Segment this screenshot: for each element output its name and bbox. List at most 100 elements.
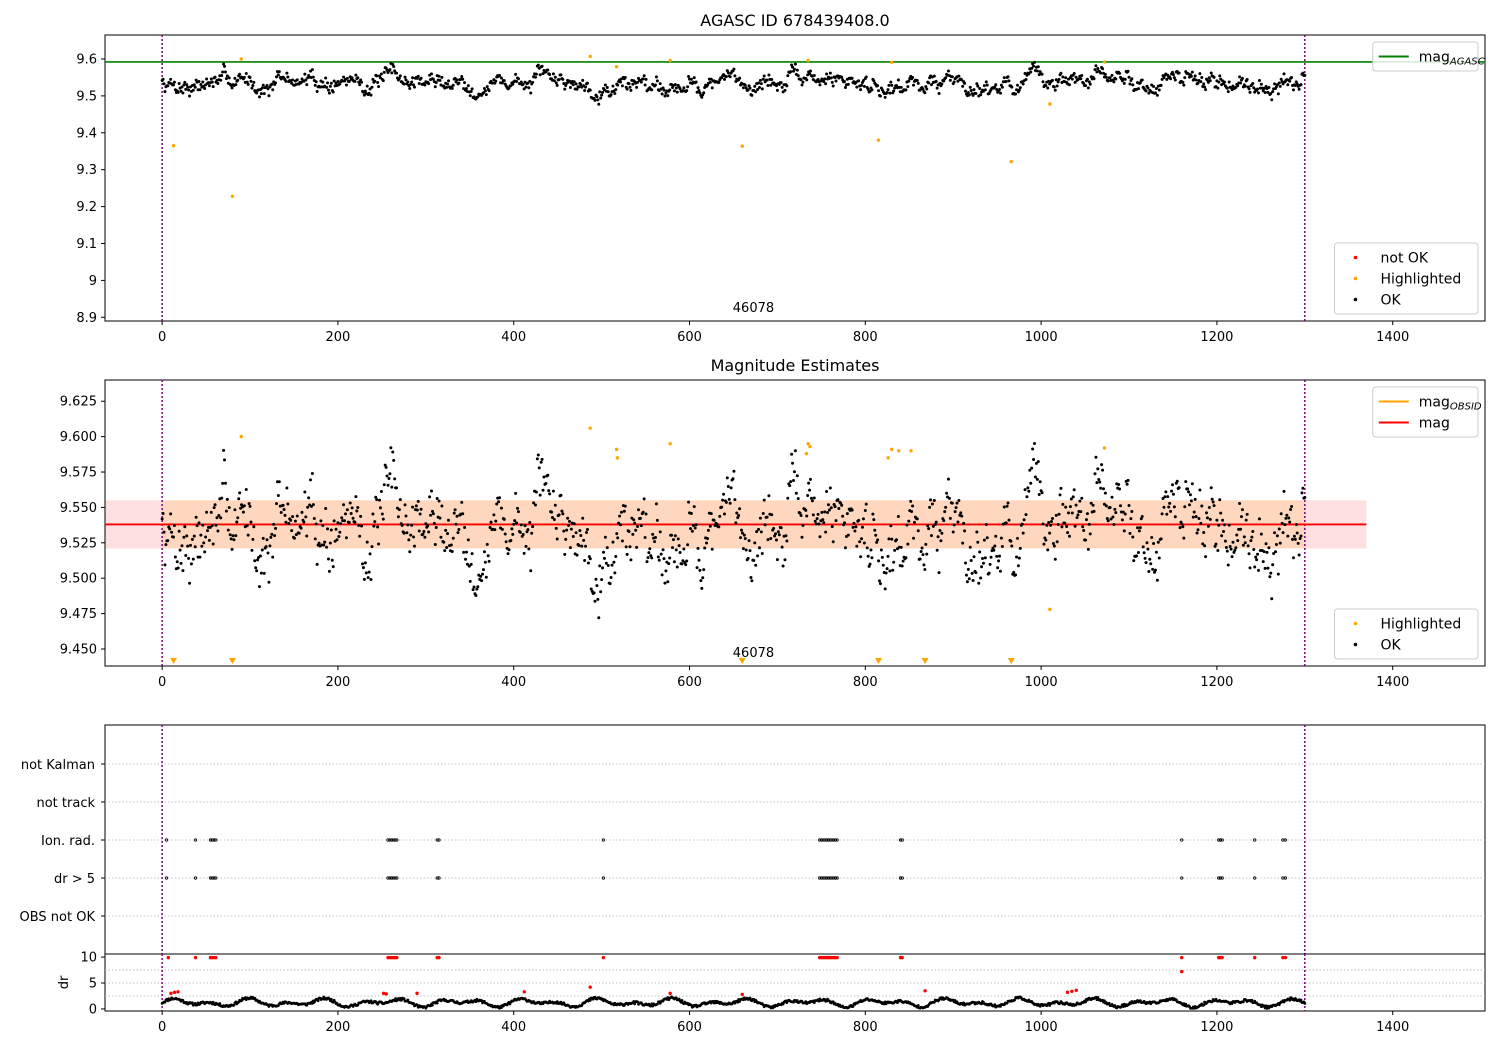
- ok-point: [1033, 475, 1037, 479]
- ok-point: [372, 524, 376, 528]
- ok-point: [1037, 492, 1041, 496]
- ok-point: [388, 68, 392, 72]
- ok-point: [353, 520, 357, 524]
- ok-point: [1285, 513, 1289, 517]
- ok-point: [912, 520, 916, 524]
- ok-point: [291, 515, 295, 519]
- ok-point: [431, 1003, 434, 1007]
- ok-point: [304, 515, 308, 519]
- ok-point: [447, 518, 451, 522]
- ok-point: [386, 483, 390, 487]
- ok-point: [728, 501, 732, 505]
- ok-point: [373, 79, 377, 83]
- ok-point: [929, 83, 933, 87]
- ok-point: [518, 530, 522, 534]
- ok-point: [724, 500, 728, 504]
- ok-point: [978, 550, 982, 554]
- flag-point: [1283, 876, 1288, 880]
- ok-point: [328, 84, 332, 88]
- ok-point: [316, 999, 320, 1003]
- ok-point: [644, 512, 648, 516]
- ok-point: [1227, 523, 1231, 527]
- ok-point: [1191, 515, 1195, 519]
- ok-point: [367, 570, 371, 574]
- flag-point: [164, 876, 169, 880]
- ok-point: [672, 560, 676, 564]
- ok-point: [700, 586, 704, 590]
- ok-point: [1235, 533, 1239, 537]
- ok-point: [426, 524, 430, 528]
- ok-point: [492, 513, 496, 517]
- ok-point: [162, 82, 166, 86]
- ok-point: [202, 541, 206, 545]
- ok-point: [364, 571, 368, 575]
- ok-point: [358, 534, 362, 538]
- ok-point: [445, 546, 449, 550]
- ok-point: [443, 549, 447, 553]
- ok-point: [738, 1000, 742, 1003]
- ok-point: [909, 499, 913, 503]
- x-tick-label: 1000: [1025, 675, 1058, 690]
- ok-point: [219, 516, 223, 520]
- ok-point: [1293, 537, 1297, 541]
- ok-point: [676, 537, 680, 541]
- ok-point: [224, 77, 228, 81]
- ok-point: [169, 512, 173, 516]
- ok-point: [1127, 503, 1131, 507]
- flag-point: [1217, 876, 1221, 880]
- ok-point: [1196, 81, 1200, 85]
- ok-point: [918, 557, 922, 561]
- ok-point: [1086, 86, 1090, 90]
- flag-point: [833, 876, 838, 880]
- ok-point: [1200, 75, 1204, 79]
- ok-point: [305, 83, 309, 87]
- ok-point: [361, 566, 365, 570]
- ok-point: [765, 515, 769, 519]
- ok-point: [183, 525, 187, 529]
- ok-point: [1256, 91, 1260, 95]
- ok-point: [1288, 79, 1292, 83]
- ok-point: [224, 509, 228, 513]
- estimates-plot-frame: [104, 379, 1486, 667]
- ok-point: [1132, 559, 1136, 563]
- ok-point: [329, 528, 333, 532]
- ok-point: [342, 75, 346, 79]
- ok-point: [453, 508, 457, 512]
- ok-point: [385, 474, 389, 478]
- ok-point: [636, 525, 640, 529]
- ok-point: [697, 88, 701, 92]
- ok-point: [244, 71, 248, 75]
- ok-point: [774, 84, 778, 88]
- ok-point: [905, 523, 909, 527]
- ok-point: [335, 538, 339, 542]
- ok-point: [1238, 75, 1242, 79]
- agasc-plot-frame: [104, 34, 1486, 322]
- ok-point: [541, 488, 545, 492]
- ok-point: [1066, 531, 1070, 535]
- ok-point: [412, 1001, 415, 1005]
- ok-point: [529, 91, 533, 95]
- ok-point: [883, 587, 887, 591]
- y-tick-label: 9.5: [76, 89, 97, 104]
- ok-point: [363, 561, 367, 565]
- ok-point: [916, 529, 920, 533]
- ok-point: [843, 521, 847, 525]
- ok-point: [658, 82, 662, 86]
- flag-point: [1218, 876, 1223, 880]
- ok-point: [728, 75, 732, 79]
- ok-point: [233, 76, 237, 80]
- ok-point: [265, 538, 269, 542]
- ok-point: [1251, 82, 1255, 86]
- ok-point: [1268, 575, 1272, 579]
- legend-label: mag: [1419, 416, 1450, 432]
- ok-point: [801, 523, 805, 527]
- ok-point: [1159, 83, 1163, 87]
- ok-point: [740, 528, 744, 532]
- ok-point: [698, 568, 702, 572]
- ok-point: [396, 515, 400, 519]
- ok-point: [299, 526, 303, 530]
- ok-point: [747, 84, 751, 88]
- ok-point: [1172, 76, 1176, 80]
- ok-point: [818, 83, 822, 87]
